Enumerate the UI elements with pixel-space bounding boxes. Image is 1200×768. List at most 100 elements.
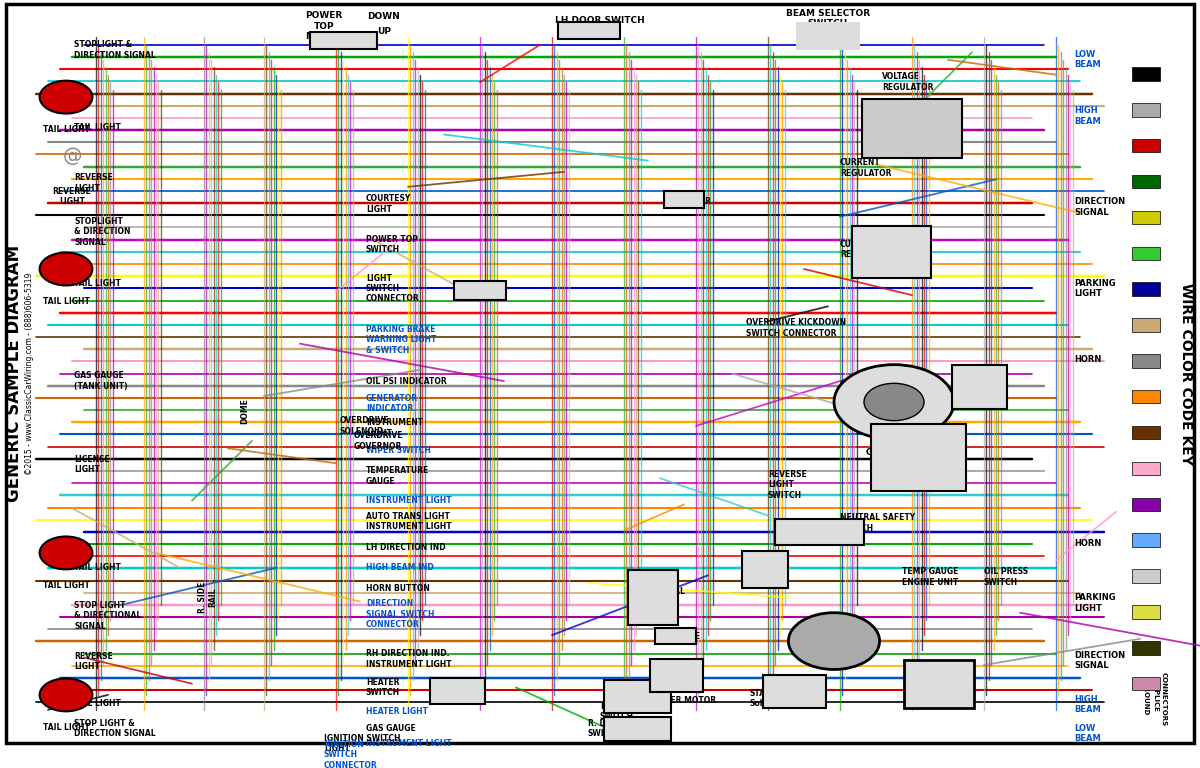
Text: HORN: HORN [1074, 538, 1102, 548]
FancyBboxPatch shape [1132, 175, 1160, 188]
Text: LIGHT
SWITCH
CONNECTOR: LIGHT SWITCH CONNECTOR [366, 273, 420, 303]
Text: POWER TOP
SWITCH: POWER TOP SWITCH [366, 235, 418, 254]
Text: HIGH BEAM IND: HIGH BEAM IND [366, 564, 433, 572]
Text: MANUAL
TRANS: MANUAL TRANS [637, 581, 668, 592]
Text: STOP
LIGHT
SWITCH: STOP LIGHT SWITCH [662, 674, 691, 690]
Text: HORN
RELAY: HORN RELAY [960, 375, 986, 395]
Text: HEATER MOTOR: HEATER MOTOR [610, 694, 665, 699]
Text: HEATER
RESISTOR: HEATER RESISTOR [619, 724, 655, 735]
Text: LH DOOR SWITCH: LH DOOR SWITCH [556, 16, 644, 25]
Text: REVERSE
LIGHT
SWITCH: REVERSE LIGHT SWITCH [768, 470, 806, 500]
FancyBboxPatch shape [1132, 354, 1160, 368]
Text: IGNITION SWITCH
LIGHT: IGNITION SWITCH LIGHT [324, 733, 401, 753]
Circle shape [788, 613, 880, 670]
Text: F: F [904, 147, 908, 152]
Text: NEUTRAL SAFETY
SWITCH: NEUTRAL SAFETY SWITCH [788, 527, 851, 538]
Circle shape [40, 81, 92, 114]
FancyBboxPatch shape [604, 717, 671, 741]
Text: GAS GAUGE: GAS GAUGE [366, 724, 415, 733]
FancyBboxPatch shape [655, 627, 696, 644]
Text: TAIL LIGHT: TAIL LIGHT [42, 296, 90, 306]
FancyBboxPatch shape [852, 227, 931, 278]
FancyBboxPatch shape [742, 551, 788, 588]
FancyBboxPatch shape [1132, 498, 1160, 511]
Text: NEUTRAL SAFETY
SWITCH: NEUTRAL SAFETY SWITCH [840, 513, 916, 533]
Text: OVERDRIVE
SOLENOID: OVERDRIVE SOLENOID [340, 416, 389, 435]
Text: HIGH
BEAM: HIGH BEAM [1074, 106, 1100, 125]
Text: REVERSE
LIGHT: REVERSE LIGHT [74, 174, 113, 193]
Text: OIL PSI INDICATOR: OIL PSI INDICATOR [366, 376, 446, 386]
Text: PARKING
LIGHT: PARKING LIGHT [1074, 593, 1116, 613]
FancyBboxPatch shape [558, 22, 620, 39]
Text: REVERSE
LIGHT: REVERSE LIGHT [53, 187, 91, 206]
Text: WIPER SWITCH: WIPER SWITCH [366, 446, 431, 455]
Circle shape [40, 537, 92, 569]
Text: TAIL LIGHT: TAIL LIGHT [74, 700, 121, 708]
Text: STOP
LIGHT
SWITCH: STOP LIGHT SWITCH [666, 659, 700, 689]
FancyBboxPatch shape [1132, 68, 1160, 81]
FancyBboxPatch shape [1132, 103, 1160, 117]
Text: FLASHER: FLASHER [672, 197, 712, 207]
Circle shape [40, 253, 92, 286]
Text: STARTER
Solenoid: STARTER Solenoid [776, 684, 812, 697]
Text: CURRENT
REGULATOR: CURRENT REGULATOR [840, 158, 892, 178]
Text: HORN
RELAY: HORN RELAY [967, 375, 991, 388]
Text: STOPLIGHT &
DIRECTION SIGNAL: STOPLIGHT & DIRECTION SIGNAL [74, 41, 156, 60]
Text: BATTERY: BATTERY [922, 689, 960, 698]
Text: TAIL LIGHT: TAIL LIGHT [74, 123, 121, 131]
Text: DIRECTION
SIGNAL SWITCH
CONNECTOR: DIRECTION SIGNAL SWITCH CONNECTOR [366, 599, 434, 629]
Text: BAT: BAT [899, 139, 913, 145]
Text: 1: 1 [929, 474, 934, 479]
Text: COIL: COIL [756, 567, 774, 573]
Text: WINDSHIELD
WIPER MOTOR: WINDSHIELD WIPER MOTOR [889, 445, 947, 458]
Text: OVERDRIVE KICKDOWN
SWITCH CONNECTOR: OVERDRIVE KICKDOWN SWITCH CONNECTOR [746, 318, 846, 338]
Text: COURTESY
LIGHT: COURTESY LIGHT [366, 194, 412, 214]
FancyBboxPatch shape [1132, 318, 1160, 332]
Text: R. SIDE
RAIL: R. SIDE RAIL [198, 582, 217, 614]
FancyBboxPatch shape [1132, 139, 1160, 152]
Text: LICENSE
LIGHT: LICENSE LIGHT [74, 455, 110, 475]
Text: TAIL LIGHT: TAIL LIGHT [42, 581, 90, 590]
Text: DOME: DOME [240, 398, 250, 424]
Text: 6: 6 [886, 485, 890, 490]
FancyBboxPatch shape [1132, 605, 1160, 619]
FancyBboxPatch shape [1132, 641, 1160, 654]
Text: DIRECTION
SIGNAL: DIRECTION SIGNAL [1074, 197, 1126, 217]
Text: STOPLIGHT
& DIRECTION
SIGNAL: STOPLIGHT & DIRECTION SIGNAL [74, 217, 131, 247]
FancyBboxPatch shape [628, 570, 678, 625]
Circle shape [834, 365, 954, 439]
Text: STARTER
MOTOR: STARTER MOTOR [816, 634, 852, 647]
Text: 8: 8 [943, 485, 948, 490]
Text: ©2015 - www.ClassicCarWiring.com - (888)606-5319: ©2015 - www.ClassicCarWiring.com - (888)… [25, 273, 35, 475]
Text: HEATER LIGHT: HEATER LIGHT [366, 707, 428, 716]
Text: AUTO TRANS LIGHT
INSTRUMENT LIGHT: AUTO TRANS LIGHT INSTRUMENT LIGHT [366, 511, 451, 531]
Text: WINDSHIELD
WIPER MOTOR: WINDSHIELD WIPER MOTOR [876, 432, 938, 452]
FancyBboxPatch shape [664, 191, 704, 207]
Text: WIRE COLOR CODE KEY: WIRE COLOR CODE KEY [1178, 283, 1193, 465]
Text: LOW
BEAM: LOW BEAM [1074, 724, 1100, 743]
FancyBboxPatch shape [952, 366, 1007, 409]
Text: DIRECTION
SIGNAL: DIRECTION SIGNAL [1074, 650, 1126, 670]
Text: 5: 5 [900, 474, 905, 479]
Text: GAS GAUGE
(TANK UNIT): GAS GAUGE (TANK UNIT) [74, 372, 128, 391]
Text: REVERSE
LIGHT: REVERSE LIGHT [74, 651, 113, 671]
Text: HORN BUTTON: HORN BUTTON [366, 584, 430, 593]
Circle shape [40, 678, 92, 711]
Text: HIGH
BEAM: HIGH BEAM [1074, 695, 1100, 714]
Text: STOP LIGHT
& DIRECTIONAL
SIGNAL: STOP LIGHT & DIRECTIONAL SIGNAL [74, 601, 142, 631]
Text: FLASHER: FLASHER [665, 194, 703, 203]
FancyBboxPatch shape [604, 680, 671, 713]
Text: SPLICE: SPLICE [1152, 685, 1159, 712]
Text: COIL: COIL [762, 561, 782, 570]
Text: CUTOUT
RELAY: CUTOUT RELAY [840, 240, 875, 260]
Text: 4: 4 [914, 485, 919, 490]
Text: GENERATOR: GENERATOR [840, 380, 892, 389]
Text: GENERIC SAMPLE DIAGRAM: GENERIC SAMPLE DIAGRAM [5, 245, 24, 502]
FancyBboxPatch shape [763, 675, 826, 707]
Text: OIL PRESS
SWITCH: OIL PRESS SWITCH [984, 567, 1028, 587]
Text: INSTRUMENT
LIGHT: INSTRUMENT LIGHT [366, 419, 424, 438]
Text: HEATER MOTOR: HEATER MOTOR [648, 696, 716, 704]
FancyBboxPatch shape [862, 99, 962, 158]
Text: INSTRUMENT LIGHT: INSTRUMENT LIGHT [366, 496, 451, 505]
Text: TEMPERATURE
GAUGE: TEMPERATURE GAUGE [366, 466, 430, 485]
